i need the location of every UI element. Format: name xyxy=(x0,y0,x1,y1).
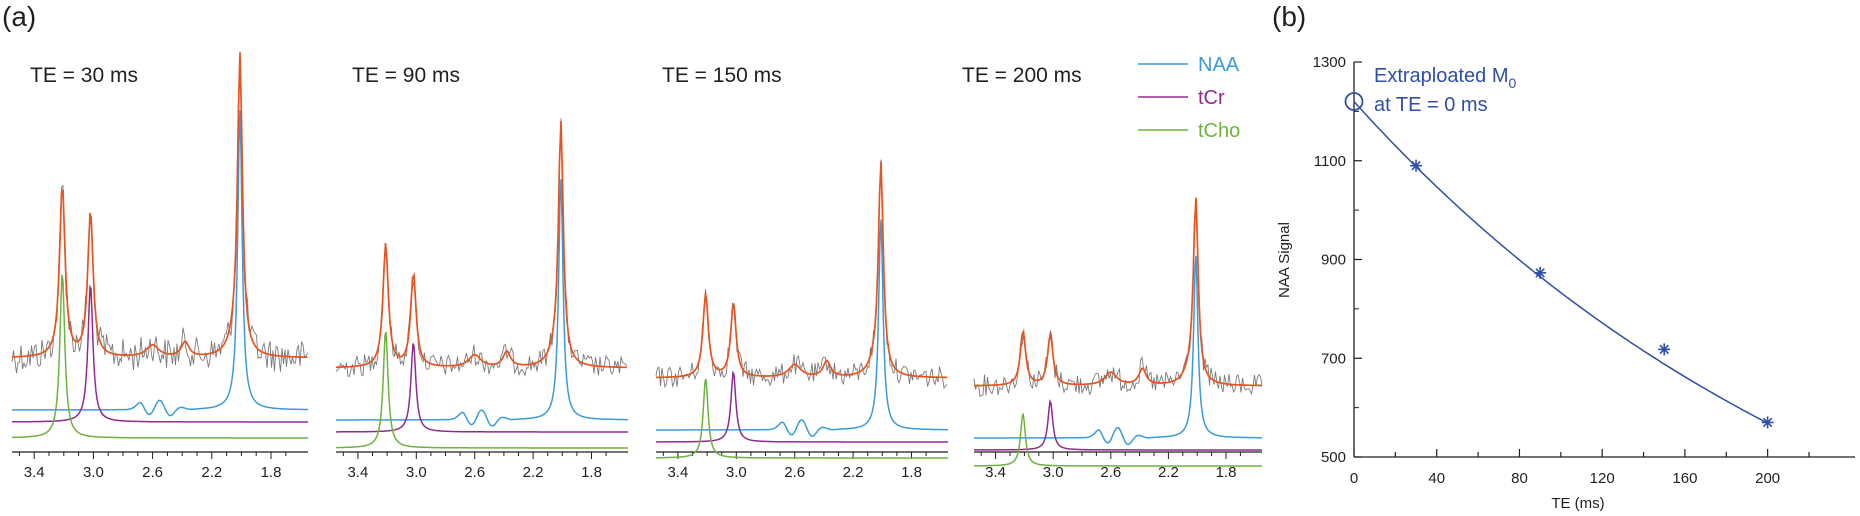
tick-label: 2.6 xyxy=(464,464,485,481)
tick-label: 2.6 xyxy=(784,464,805,481)
data-point xyxy=(1534,266,1547,279)
x-tick-label: 200 xyxy=(1755,470,1780,487)
data-point xyxy=(1658,343,1671,356)
tick-label: 1.8 xyxy=(1216,464,1237,481)
tcr-component xyxy=(12,284,308,423)
x-tick-label: 40 xyxy=(1428,470,1445,487)
y-tick-label: 1100 xyxy=(1314,153,1346,170)
x-axis-title: TE (ms) xyxy=(1551,495,1604,512)
measured-data xyxy=(973,198,1263,397)
naa-component xyxy=(974,255,1262,446)
tcho-component xyxy=(12,274,308,439)
tick-label: 3.4 xyxy=(667,464,688,481)
y-tick-label: 700 xyxy=(1321,350,1346,367)
x-tick-label: 0 xyxy=(1350,470,1358,487)
tick-label: 3.4 xyxy=(24,464,45,481)
tcho-component xyxy=(974,413,1262,467)
x-tick-label: 80 xyxy=(1511,470,1528,487)
tick-label: 1.8 xyxy=(581,464,602,481)
spectrum-title: TE = 200 ms xyxy=(962,64,1082,87)
legend-label-tcr: tCr xyxy=(1198,87,1225,109)
point-stroke xyxy=(1411,160,1421,171)
decay-ticks: 500 700 900 1100 1300 0 40 80 120 160 200 xyxy=(1313,54,1810,487)
extrapolated-m0-marker xyxy=(1344,92,1364,111)
spectrum-te-90: TE = 90 ms 3.4 3.0 2.6 2.2 1.8 xyxy=(335,64,628,481)
naa-component xyxy=(336,179,628,427)
tcr-component xyxy=(656,370,948,443)
fit-curve xyxy=(1353,101,1768,424)
tick-label: 1.8 xyxy=(901,464,922,481)
fit-line xyxy=(12,52,308,359)
tick-label: 3.0 xyxy=(726,464,747,481)
tick-label: 2.6 xyxy=(142,464,163,481)
y-axis-title: NAA Signal xyxy=(1276,222,1293,298)
legend-label-tcho: tCho xyxy=(1198,120,1240,142)
spectrum-te-150: TE = 150 ms 3.4 3.0 2.6 2.2 1.8 xyxy=(655,64,948,481)
fit-line xyxy=(336,121,627,369)
tick-label: 2.6 xyxy=(1100,464,1121,481)
data-point xyxy=(1761,416,1774,429)
annotation-line1: Extraploated M0 xyxy=(1374,65,1517,91)
fit-line xyxy=(974,197,1262,387)
y-tick-label: 900 xyxy=(1321,252,1346,269)
annotation-subscript: 0 xyxy=(1509,75,1517,91)
tick-label: 3.4 xyxy=(347,464,368,481)
tick-label: 3.0 xyxy=(83,464,104,481)
point-stroke xyxy=(1659,344,1669,355)
fit-line xyxy=(656,161,947,379)
legend-label-naa: NAA xyxy=(1198,54,1240,76)
panel-label-b: (b) xyxy=(1272,1,1306,32)
spectrum-title: TE = 90 ms xyxy=(352,64,460,87)
spectrum-title: TE = 30 ms xyxy=(30,64,138,87)
tick-label: 2.2 xyxy=(843,464,864,481)
data-points xyxy=(1410,159,1774,429)
spectrum-te-200: TE = 200 ms 3.4 3.0 2.6 2.2 1.8 xyxy=(962,64,1263,481)
legend: NAA tCr tCho xyxy=(1138,54,1240,142)
y-tick-label: 1300 xyxy=(1313,54,1346,71)
y-tick-label: 500 xyxy=(1321,449,1346,466)
spectrum-title: TE = 150 ms xyxy=(662,64,782,87)
tick-label: 3.0 xyxy=(406,464,427,481)
tick-label: 2.2 xyxy=(1158,464,1179,481)
x-tick-label: 160 xyxy=(1672,470,1697,487)
tick-label: 3.4 xyxy=(985,464,1006,481)
measured-data xyxy=(11,51,308,374)
panel-label-a: (a) xyxy=(2,1,36,32)
data-point xyxy=(1410,159,1423,172)
tcr-component xyxy=(336,343,628,433)
point-stroke xyxy=(1762,417,1773,428)
tcho-component xyxy=(336,331,628,449)
annotation-text: Extraploated M xyxy=(1374,65,1509,87)
point-stroke xyxy=(1535,268,1545,278)
tick-label: 2.2 xyxy=(201,464,222,481)
tcho-component xyxy=(656,378,948,459)
tick-label: 2.2 xyxy=(523,464,544,481)
annotation-line2: at TE = 0 ms xyxy=(1374,94,1488,116)
tcr-component xyxy=(974,398,1262,451)
tick-label: 1.8 xyxy=(261,464,282,481)
naa-component xyxy=(12,110,308,417)
spectra-panel: TE = 30 ms 3.4 3.0 2.6 2.2 1.8 TE = 90 ms 3.4 3.… xyxy=(11,51,1263,481)
spectrum-te-30: TE = 30 ms 3.4 3.0 2.6 2.2 1.8 xyxy=(11,51,308,481)
tick-label: 3.0 xyxy=(1043,464,1064,481)
naa-component xyxy=(656,219,948,437)
x-tick-label: 120 xyxy=(1590,470,1615,487)
